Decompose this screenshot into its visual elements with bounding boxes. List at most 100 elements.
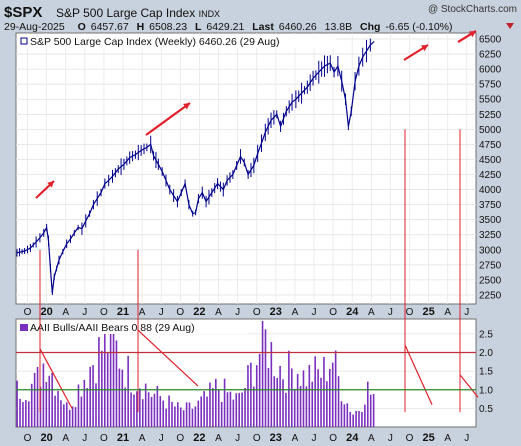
indicator-bar [264,329,267,427]
indicator-bar [95,383,97,427]
indicator-bar [279,365,281,427]
high-value: 6508.23 [149,21,187,33]
x-tick-label: 24 [346,306,359,318]
indicator-bar [255,365,258,427]
price-y-tick: 6250 [479,50,502,61]
indicator-bar [133,394,135,427]
indicator-bar [63,404,65,427]
indicator-bar [185,402,188,427]
price-gridlines [16,33,476,304]
x-tick-label: A [292,433,299,444]
x-tick-label: O [24,307,32,318]
indicator-bar [68,409,71,427]
indicator-bar [92,365,94,427]
x-tick-label: A [62,307,69,318]
indicator-bar [209,382,211,427]
price-y-axis: 2250 2500 2750 3000 3250 3500 3750 4000 4250 4500… [479,35,502,302]
x-tick-label: 20 [40,432,52,444]
indicator-bar [334,350,337,427]
indicator-bar [109,320,112,427]
indicator-bar [337,376,340,427]
index-name: S&P 500 Large Cap Index INDX [56,6,220,20]
x-tick-label: 25 [422,432,434,444]
indicator-title-bg [18,321,248,334]
indicator-bar [60,400,62,427]
indicator-bar [229,391,232,427]
trend-arrow-head [469,31,476,38]
x-tick-label: O [329,433,337,444]
indicator-bar [220,401,223,427]
indicator-bar [223,378,226,427]
change-label: Chg [360,21,380,33]
x-tick-label: O [24,433,32,444]
indicator-bar [247,365,249,427]
indicator-bar [112,327,115,427]
indicator-bar [355,410,357,427]
price-y-tick: 2250 [479,290,502,301]
last-value: 6460.26 [279,21,317,33]
x-tick-label: J [159,307,164,318]
indicator-trend-line [459,374,479,398]
indicator-bar [130,392,132,427]
indicator-bar [364,404,366,427]
indicator-bar [311,381,314,427]
low-label: L [195,21,202,33]
price-y-tick: 5250 [479,110,502,121]
indicator-bar [74,407,77,427]
indicator-bar [293,388,296,427]
indicator-bar [36,366,39,427]
indicator-trend-line [137,329,199,387]
indicator-bar [144,383,147,427]
indicator-bar [103,327,106,427]
high-label: H [137,21,145,33]
price-y-tick: 3750 [479,200,502,211]
annotations [35,30,479,413]
indicator-bar [285,392,287,427]
indicator-bar [276,378,278,427]
x-tick-label: 21 [117,432,129,444]
x-tick-label: A [139,307,146,318]
indicator-bar [328,368,331,427]
indicator-legend-icon [20,324,28,331]
indicator-bar [42,363,45,427]
indicator-bar [314,356,316,427]
indicator-bar [101,350,103,427]
price-y-tick: 4250 [479,170,502,181]
indicator-bar [168,395,170,427]
price-y-tick: 5750 [479,80,502,91]
indicator-bar [147,392,150,427]
indicator-bar [83,379,86,427]
indicator-bar [77,384,80,427]
quote-row: 29-Aug-2025 O 6457.67 H 6508.23 L 6429.2… [4,21,453,33]
price-y-tick: 5500 [479,95,502,106]
price-y-tick: 6000 [479,65,502,76]
x-tick-label: O [100,433,108,444]
indicator-bar [346,403,349,427]
indicator-y-tick: 2.5 [479,329,493,340]
indicator-bar [302,370,305,427]
indicator-x-axis-labels: O 20 A J O 21 A J O 22 A J O 23 A J O 24 A J O 25 A J [24,432,470,444]
indicator-bar [182,410,185,427]
indicator-y-axis: 0.5 1.0 1.5 2.0 2.5 [479,329,493,414]
x-tick-label: J [312,433,317,444]
x-tick-label: O [406,433,414,444]
indicator-bar [165,408,167,427]
index-exchange: INDX [199,9,221,19]
x-tick-label: O [406,307,414,318]
indicator-bar [250,362,252,427]
x-tick-label: A [139,433,146,444]
indicator-y-tick: 2.0 [479,348,493,359]
indicator-bar [156,385,159,427]
indicator-bar [331,362,334,427]
x-tick-label: J [464,307,469,318]
x-tick-label: O [176,307,184,318]
x-tick-label: O [100,307,108,318]
indicator-bar [261,320,264,427]
indicator-bar [89,366,91,427]
indicator-bar [139,388,141,427]
x-tick-label: A [368,307,375,318]
indicator-bar [65,402,68,427]
x-tick-label: 25 [422,306,434,318]
price-y-tick: 4750 [479,140,502,151]
x-tick-label: 20 [40,306,52,318]
